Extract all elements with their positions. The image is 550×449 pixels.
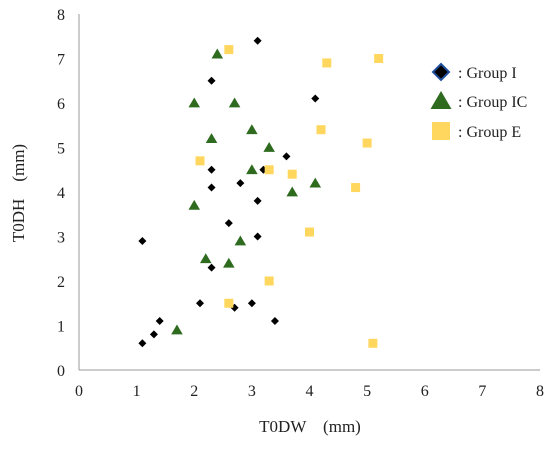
data-point [171, 324, 183, 335]
y-tick-label: 5 [57, 141, 65, 158]
data-point [207, 263, 216, 272]
data-point [287, 169, 297, 179]
tick-labels: 0 1 2 3 4 5 6 7 8 0 1 2 3 4 5 6 7 8 [57, 7, 544, 400]
data-point [205, 133, 218, 143]
y-axis-title: T0DH (mm) [9, 144, 28, 242]
data-point [247, 299, 256, 308]
data-point [253, 196, 262, 205]
legend-marker [432, 122, 450, 140]
series-diamond [138, 36, 320, 348]
data-point [196, 299, 205, 308]
legend-marker [431, 62, 451, 82]
data-point [188, 199, 201, 210]
legend-marker [430, 91, 452, 109]
data-point [253, 232, 262, 241]
data-point [188, 97, 201, 108]
axes [78, 14, 540, 371]
data-point [138, 339, 147, 348]
data-point [234, 235, 247, 246]
data-point [282, 152, 291, 161]
data-point [311, 94, 320, 103]
legend: : Group I : Group IC : Group E [430, 62, 527, 141]
x-axis-title: T0DW (mm) [259, 417, 361, 436]
data-point [200, 253, 212, 264]
y-tick-label: 1 [57, 319, 65, 336]
data-point [322, 58, 332, 68]
y-tick-label: 3 [57, 230, 65, 247]
data-point [224, 298, 234, 308]
y-tick-label: 0 [57, 363, 65, 380]
x-tick-label: 3 [248, 383, 256, 400]
y-tick-label: 2 [57, 274, 65, 291]
data-point [207, 76, 216, 85]
y-tick-label: 4 [57, 185, 65, 202]
data-point [263, 142, 275, 152]
x-tick-label: 0 [75, 383, 83, 400]
data-point [236, 179, 245, 188]
x-tick-label: 2 [190, 383, 198, 400]
data-point [207, 183, 216, 192]
x-tick-label: 4 [306, 383, 314, 400]
data-point [155, 317, 164, 326]
data-point [351, 183, 361, 193]
y-tick-label: 7 [57, 52, 65, 69]
data-point [305, 227, 314, 237]
y-tick-label: 8 [57, 7, 65, 24]
data-point [270, 317, 279, 326]
y-tick-label: 6 [57, 96, 65, 113]
data-point [253, 36, 262, 45]
data-point [362, 138, 372, 148]
data-point [264, 276, 274, 286]
legend-label: : Group IC [458, 94, 527, 111]
series-square [195, 45, 384, 348]
data-point [224, 219, 233, 228]
x-tick-label: 5 [363, 383, 371, 400]
x-tick-label: 8 [536, 383, 544, 400]
data-point [246, 164, 258, 175]
data-point [374, 54, 384, 63]
data-point [138, 236, 147, 245]
data-point [211, 48, 224, 59]
x-tick-label: 7 [478, 383, 486, 400]
data-point [223, 257, 235, 268]
data-point [224, 45, 234, 55]
series-triangle [171, 48, 322, 335]
data-points [138, 36, 384, 348]
data-point [195, 156, 205, 166]
legend-label: : Group I [458, 65, 517, 82]
x-tick-label: 1 [133, 383, 141, 400]
data-point [368, 338, 378, 348]
data-point [309, 177, 322, 188]
data-point [246, 124, 258, 135]
data-point [207, 165, 216, 174]
data-point [316, 125, 326, 135]
legend-label: : Group E [458, 124, 521, 141]
data-point [228, 97, 241, 108]
data-point [286, 186, 298, 197]
data-point [149, 330, 158, 339]
data-point [264, 165, 274, 175]
x-tick-label: 6 [421, 383, 429, 400]
